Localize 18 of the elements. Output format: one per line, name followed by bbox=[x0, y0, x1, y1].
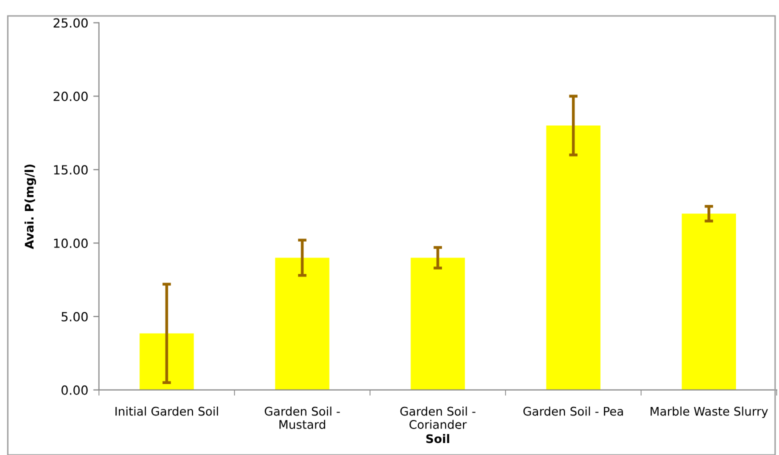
x-tick-label: Marble Waste Slurry bbox=[650, 406, 768, 418]
y-tick-label: 5.00 bbox=[62, 312, 88, 322]
bar bbox=[140, 333, 194, 390]
y-tick-label: 25.00 bbox=[54, 18, 88, 28]
x-tick-label: Garden Soil - Coriander bbox=[400, 406, 476, 429]
x-tick-label: Initial Garden Soil bbox=[116, 406, 218, 416]
y-tick-label: 20.00 bbox=[54, 92, 88, 102]
x-axis-title: Soil bbox=[426, 434, 450, 444]
bar bbox=[682, 214, 736, 390]
bar bbox=[546, 126, 600, 390]
bar bbox=[410, 258, 465, 390]
y-tick-label: 15.00 bbox=[54, 165, 88, 175]
x-tick-label: Garden Soil - Mustard bbox=[264, 406, 340, 429]
y-axis-title: Avai. P(mg/l) bbox=[24, 164, 36, 250]
y-tick-label: 10.00 bbox=[54, 238, 88, 248]
y-tick-label: 0.00 bbox=[62, 385, 88, 395]
x-tick-label: Garden Soil - Pea bbox=[523, 406, 623, 416]
bar bbox=[275, 258, 330, 390]
